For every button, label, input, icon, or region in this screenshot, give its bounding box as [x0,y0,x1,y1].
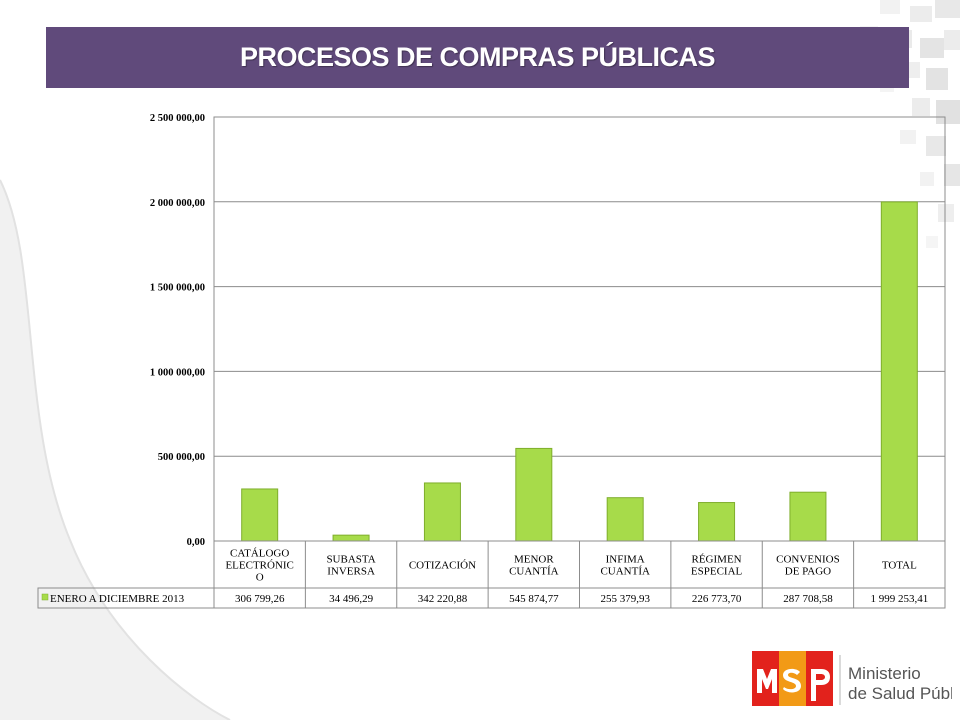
category-label: CUANTÍA [600,566,650,578]
bar [789,491,827,542]
y-tick-label: 500 000,00 [158,452,205,463]
data-label: 1 999 253,41 [870,593,928,605]
category-label: RÉGIMEN [692,554,742,566]
y-tick-label: 1 000 000,00 [150,367,205,378]
legend-series-name: ENERO A DICIEMBRE 2013 [50,593,185,605]
data-label: 226 773,70 [692,593,742,605]
bar [515,447,553,542]
title-banner: PROCESOS DE COMPRAS PÚBLICAS [46,27,909,88]
bar [606,497,644,542]
category-label: CUANTÍA [509,566,559,578]
data-label: 306 799,26 [235,593,285,605]
bar [698,502,736,542]
y-tick-label: 0,00 [187,537,205,548]
category-label: INVERSA [327,566,375,578]
bar [332,534,370,542]
y-axis-tick-labels: 0,00 500 000,00 1 000 000,00 1 500 000,00 2 … [150,113,205,548]
svg-text:de Salud Pública: de Salud Pública [848,684,952,703]
legend-swatch [41,593,49,601]
category-label: COTIZACIÓN [409,560,476,572]
category-label: SUBASTA [326,554,375,566]
bar [423,482,461,542]
data-label: 545 874,77 [509,593,559,605]
category-label: DE PAGO [785,566,831,578]
category-label: O [256,572,264,584]
bar [880,201,918,542]
category-label: CONVENIOS [776,554,840,566]
plot-area-border [213,116,946,542]
category-label: MENOR [514,554,554,566]
data-label: 342 220,88 [418,593,468,605]
bar [241,488,279,542]
category-label: TOTAL [882,560,917,572]
category-label: ELECTRÓNIC [225,560,293,572]
grid-lines [213,116,946,542]
category-label: CATÁLOGO [230,548,289,560]
category-label: INFIMA [606,554,645,566]
data-label: 34 496,29 [329,593,374,605]
data-label: 255 379,93 [600,593,650,605]
bars [241,201,918,542]
page-title: PROCESOS DE COMPRAS PÚBLICAS [239,42,716,72]
y-tick-label: 2 500 000,00 [150,113,205,124]
svg-text:Ministerio: Ministerio [848,664,921,683]
y-tick-label: 2 000 000,00 [150,198,205,209]
category-label: ESPECIAL [691,566,743,578]
data-label: 287 708,58 [783,593,833,605]
y-tick-label: 1 500 000,00 [150,283,205,294]
msp-logo: Ministerio de Salud Pública [752,651,952,706]
